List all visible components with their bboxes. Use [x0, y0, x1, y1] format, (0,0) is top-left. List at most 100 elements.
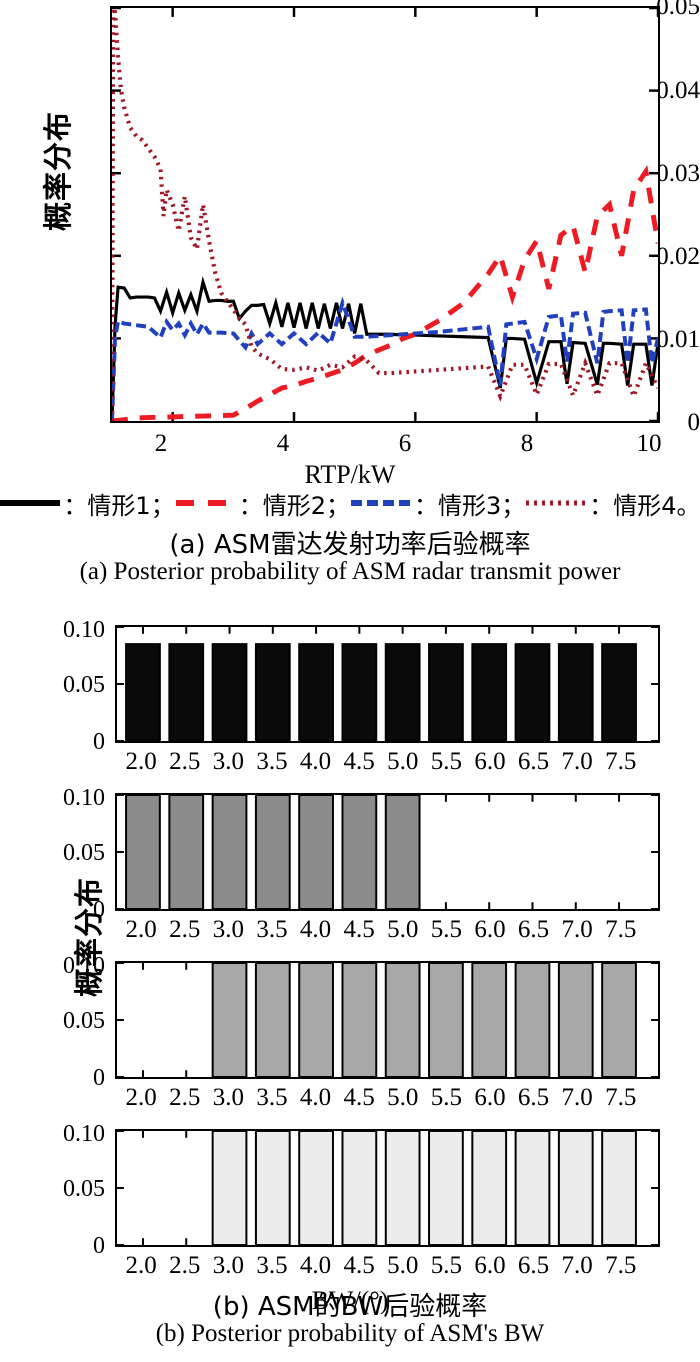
- panel-b2-ytick-0.10: 0.10: [63, 785, 105, 811]
- panel-a-ytick-0: 0: [687, 409, 700, 436]
- panel-b3-xtick-2.0: 2.0: [125, 1084, 157, 1111]
- panel-b4-xtick-3.0: 3.0: [212, 1252, 244, 1279]
- panel-b4-plot-area: [115, 1129, 660, 1247]
- caption-a-english: (a) Posterior probability of ASM radar t…: [79, 558, 621, 585]
- panel-b3-x-tick-row: 2.0 2.5 3.0 3.5 4.0 4.5 5.0 5.5 6.0 6.5 7.0 7.5: [115, 1084, 660, 1114]
- panel-b2-plot-area: [115, 793, 660, 911]
- panel-a-xtick-8: 8: [520, 430, 534, 457]
- panel-b-bar-charts: 概率分布 0.10 0.05 0 2.0 2.5 3.0 3.5 4.0 4.5 5.0 5.…: [0, 600, 700, 1315]
- panel-a-x-axis-label: RTP/kW: [304, 460, 396, 489]
- panel-a-line-chart: 概率分布 0.05 0.04 0.03 0.02 0.01 0 2 4 6 8 …: [0, 0, 700, 489]
- legend-item-case-3: ：情形3；: [350, 486, 525, 521]
- panel-b3-xtick-5.0: 5.0: [387, 1084, 419, 1111]
- panel-a-xtick-2: 2: [154, 430, 168, 457]
- panel-b4-ytick-0: 0: [93, 1233, 105, 1259]
- panel-b4-xtick-7.5: 7.5: [605, 1252, 637, 1279]
- panel-b1-xtick-5.5: 5.5: [430, 748, 462, 775]
- legend-line-solid-icon: [0, 496, 61, 510]
- panel-a-ytick-0.03: 0.03: [656, 160, 700, 187]
- panel-b4-xtick-3.5: 3.5: [256, 1252, 288, 1279]
- panel-b2-xtick-4.0: 4.0: [299, 916, 332, 943]
- panel-b4-xtick-5.5: 5.5: [430, 1252, 462, 1279]
- panel-b1-xtick-4.5: 4.5: [343, 748, 375, 775]
- panel-b1-xtick-6.5: 6.5: [517, 748, 550, 775]
- legend-line-dotted-icon: [525, 496, 587, 510]
- panel-b2-xtick-3.5: 3.5: [256, 916, 288, 943]
- caption-b-chinese: (b) ASM的BW后验概率: [212, 1292, 488, 1322]
- panel-a-y-axis-label: 概率分布: [41, 110, 75, 231]
- panel-b3-xtick-4.5: 4.5: [343, 1084, 375, 1111]
- panel-a-svg: [112, 8, 658, 421]
- caption-b-english: (b) Posterior probability of ASM's BW: [155, 1320, 545, 1347]
- legend-line-dashdot-icon: [350, 496, 412, 510]
- panel-a-ytick-0.05: 0.05: [656, 0, 700, 20]
- panel-b-y-axis-label: 概率分布: [72, 877, 106, 998]
- panel-b3-ytick-0.05: 0.05: [63, 1008, 105, 1034]
- panel-b1-xtick-3.0: 3.0: [212, 748, 244, 775]
- panel-b2-xtick-3.0: 3.0: [212, 916, 244, 943]
- panel-b4-xtick-6.0: 6.0: [474, 1252, 506, 1279]
- panel-b1-xtick-5.0: 5.0: [387, 748, 419, 775]
- caption-a-chinese: (a) ASM雷达发射功率后验概率: [169, 530, 531, 560]
- panel-b3-plot-area: [115, 961, 660, 1079]
- panel-b-x-axis-label: BW/(°): [311, 1286, 389, 1315]
- panel-b3-xtick-6.0: 6.0: [474, 1084, 506, 1111]
- panel-b1-xtick-3.5: 3.5: [256, 748, 288, 775]
- panel-b4-ytick-0.05: 0.05: [63, 1176, 105, 1202]
- panel-b1-xtick-7.0: 7.0: [561, 748, 593, 775]
- legend-label-case-1: ：情形1；: [63, 491, 175, 520]
- panel-b3-xtick-7.5: 7.5: [605, 1084, 637, 1111]
- legend: ：情形1； ：情形2； ：情形3； ：情形4。: [0, 486, 700, 520]
- panel-a-xtick-4: 4: [276, 430, 290, 457]
- panel-b4-xtick-7.0: 7.0: [561, 1252, 593, 1279]
- panel-b2-xtick-7.5: 7.5: [605, 916, 637, 943]
- panel-b4-xtick-2.0: 2.0: [125, 1252, 157, 1279]
- panel-b4-xtick-5.0: 5.0: [387, 1252, 419, 1279]
- panel-b1-x-tick-row: 2.0 2.5 3.0 3.5 4.0 4.5 5.0 5.5 6.0 6.5 7.0 7.5: [115, 748, 660, 778]
- legend-line-dashed-icon: [175, 496, 237, 510]
- panel-b4-x-tick-row: 2.0 2.5 3.0 3.5 4.0 4.5 5.0 5.5 6.0 6.5 7.0 7.5: [115, 1252, 660, 1282]
- panel-b1-svg: [117, 627, 658, 741]
- panel-b2-svg: [117, 795, 658, 909]
- panel-b2-ytick-0.05: 0.05: [63, 840, 105, 866]
- panel-b1-xtick-6.0: 6.0: [474, 748, 506, 775]
- panel-b2-ytick-0: 0: [93, 897, 105, 923]
- legend-item-case-4: ：情形4。: [525, 486, 700, 521]
- panel-a-ytick-0.02: 0.02: [656, 243, 700, 270]
- panel-b4-xtick-6.5: 6.5: [517, 1252, 550, 1279]
- panel-b4-ytick-0.10: 0.10: [63, 1121, 105, 1147]
- panel-a-xtick-6: 6: [398, 430, 412, 457]
- legend-item-case-2: ：情形2；: [175, 486, 350, 521]
- panel-b3-ytick-0: 0: [93, 1065, 105, 1091]
- panel-b4-xtick-2.5: 2.5: [169, 1252, 201, 1279]
- panel-b3-svg: [117, 963, 658, 1077]
- panel-b2-xtick-2.0: 2.0: [125, 916, 157, 943]
- legend-label-case-3: ：情形3；: [414, 491, 526, 520]
- panel-b1-xtick-7.5: 7.5: [605, 748, 637, 775]
- panel-b1-plot-area: [115, 625, 660, 743]
- panel-b1-xtick-4.0: 4.0: [299, 748, 332, 775]
- panel-b3-ytick-0.10: 0.10: [63, 953, 105, 979]
- panel-b3-xtick-5.5: 5.5: [430, 1084, 462, 1111]
- panel-a-plot-area: [110, 6, 660, 423]
- panel-b4-xtick-4.5: 4.5: [343, 1252, 375, 1279]
- panel-b2-xtick-2.5: 2.5: [169, 916, 201, 943]
- panel-b3-xtick-4.0: 4.0: [299, 1084, 332, 1111]
- panel-b2-xtick-6.5: 6.5: [517, 916, 550, 943]
- legend-item-case-1: ：情形1；: [0, 486, 175, 521]
- panel-b3-xtick-7.0: 7.0: [561, 1084, 593, 1111]
- legend-label-case-4: ：情形4。: [589, 491, 700, 520]
- panel-b4-svg: [117, 1131, 658, 1245]
- panel-b1-ytick-0.05: 0.05: [63, 672, 105, 698]
- panel-b2-xtick-5.5: 5.5: [430, 916, 462, 943]
- panel-b2-xtick-5.0: 5.0: [387, 916, 419, 943]
- legend-label-case-2: ：情形2；: [238, 491, 350, 520]
- panel-b1-xtick-2.5: 2.5: [169, 748, 201, 775]
- panel-b3-xtick-3.5: 3.5: [256, 1084, 288, 1111]
- panel-b4-xtick-4.0: 4.0: [299, 1252, 332, 1279]
- panel-b3-xtick-2.5: 2.5: [169, 1084, 201, 1111]
- panel-b3-xtick-3.0: 3.0: [212, 1084, 244, 1111]
- panel-b3-xtick-6.5: 6.5: [517, 1084, 550, 1111]
- panel-b2-xtick-4.5: 4.5: [343, 916, 375, 943]
